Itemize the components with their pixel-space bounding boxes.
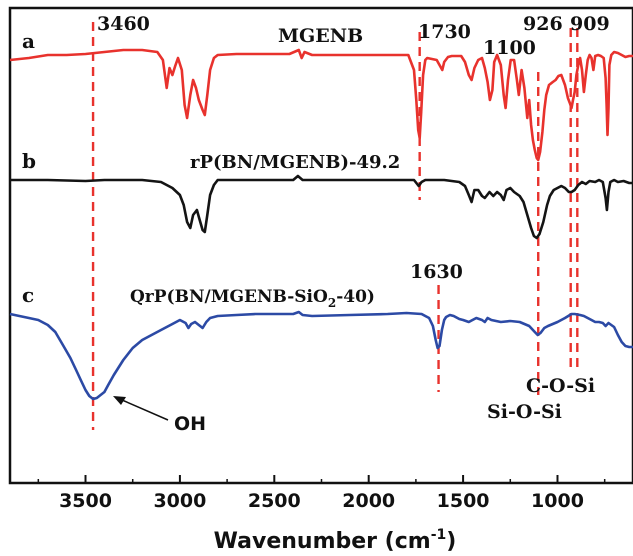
series-name-a: MGENB [278, 25, 363, 47]
x-axis-label-main: Wavenumber (cm [214, 529, 431, 554]
ref-label-1100: 1100 [483, 37, 536, 59]
series-line-b [10, 174, 633, 240]
series-line-c [9, 310, 633, 401]
x-tick-label-1500: 1500 [437, 490, 490, 512]
ref-label-926: 926 [523, 13, 563, 35]
series-name-c-main: QrP(BN/MGENB-SiO [130, 287, 328, 307]
series-letter-c: c [22, 283, 34, 307]
ref-label-909: 909 [570, 13, 610, 35]
x-tick-label-2000: 2000 [342, 490, 395, 512]
series-name-b: rP(BN/MGENB)-49.2 [190, 152, 400, 173]
ref-label-1630: 1630 [410, 261, 463, 283]
annotation-si-o-si: Si-O-Si [487, 401, 562, 423]
oh-arrow-head [113, 396, 126, 405]
x-axis-label: Wavenumber (cm-1) [214, 527, 457, 554]
x-axis-label-close: ) [446, 529, 456, 554]
x-tick-label-1000: 1000 [531, 490, 584, 512]
oh-arrow-line [121, 399, 169, 421]
x-tick-label-3000: 3000 [153, 490, 206, 512]
series-letter-b: b [22, 149, 36, 173]
x-axis-ticks: 3500 3000 2500 2000 1500 1000 [37, 475, 606, 512]
x-tick-label-2500: 2500 [248, 490, 301, 512]
ref-label-3460: 3460 [97, 13, 150, 35]
x-tick-label-3500: 3500 [59, 490, 112, 512]
ref-label-1730: 1730 [418, 21, 471, 43]
series-line-a [9, 48, 633, 162]
annotation-c-o-si: C-O-Si [526, 375, 595, 397]
series-letter-a: a [22, 29, 35, 53]
series-name-c-sub: 2 [328, 296, 336, 310]
x-axis-label-sup: -1 [431, 527, 447, 543]
series-lines [9, 48, 633, 401]
annotation-oh: OH [174, 413, 206, 435]
series-name-c-tail: -40) [336, 287, 375, 307]
series-name-c: QrP(BN/MGENB-SiO2-40) [130, 287, 375, 310]
